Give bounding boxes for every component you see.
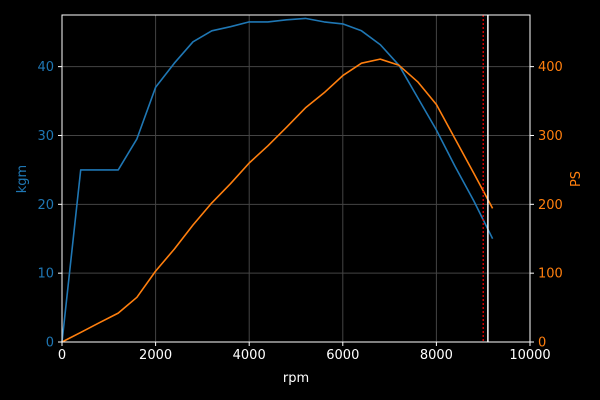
y-right-tick-label: 0 (538, 336, 546, 351)
y-right-tick-label: 300 (538, 129, 563, 144)
x-tick-label: 8000 (420, 348, 453, 363)
y-right-tick-label: 100 (538, 267, 563, 282)
y-axis-right-label: PS (569, 171, 584, 187)
vertical-markers (482, 15, 489, 342)
y-right-tick-label: 400 (538, 60, 563, 75)
y-right-tick-label: 200 (538, 198, 563, 213)
x-tick-label: 4000 (233, 348, 266, 363)
series-line-kgm (61, 17, 494, 343)
y-left-tick-label: 40 (37, 60, 54, 75)
y-axis-left-label: kgm (15, 165, 30, 193)
x-tick-label: 6000 (326, 348, 359, 363)
x-tick-label: 0 (58, 348, 66, 363)
x-axis-label: rpm (283, 371, 309, 386)
x-tick-label: 2000 (139, 348, 172, 363)
y-left-tick-label: 0 (46, 336, 54, 351)
series-line-ps (61, 58, 494, 343)
y-left-tick-label: 20 (37, 198, 54, 213)
series-group (61, 17, 494, 343)
y-left-tick-label: 10 (37, 267, 54, 282)
x-tick-label: 10000 (509, 348, 550, 363)
y-axis-right: 0 100 200 300 400 (530, 60, 563, 351)
y-axis-left: 0 10 20 30 40 (37, 60, 62, 351)
plot-frame (61, 14, 531, 343)
y-left-tick-label: 30 (37, 129, 54, 144)
x-axis: 0 2000 4000 6000 8000 10000 (58, 342, 551, 363)
